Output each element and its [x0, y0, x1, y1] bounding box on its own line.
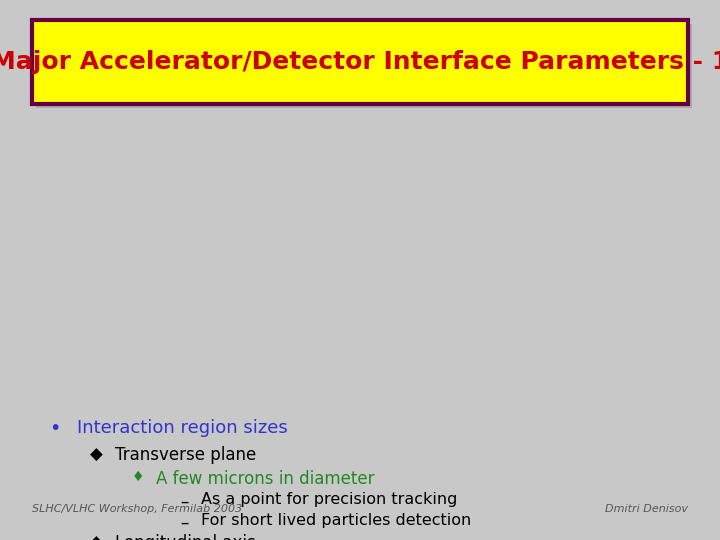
FancyBboxPatch shape: [35, 24, 692, 107]
Text: Interaction region sizes: Interaction region sizes: [76, 419, 287, 437]
Text: –: –: [180, 492, 189, 510]
Text: Transverse plane: Transverse plane: [114, 446, 256, 464]
Text: –: –: [180, 514, 189, 531]
Text: As a point for precision tracking: As a point for precision tracking: [201, 492, 457, 508]
Text: ♦: ♦: [132, 470, 145, 484]
Text: Major Accelerator/Detector Interface Parameters - 1: Major Accelerator/Detector Interface Par…: [0, 50, 720, 74]
Text: •: •: [49, 419, 60, 438]
Text: SLHC/VLHC Workshop, Fermilab 2003: SLHC/VLHC Workshop, Fermilab 2003: [32, 504, 242, 514]
Text: Longitudinal axis: Longitudinal axis: [114, 534, 256, 540]
Text: A few microns in diameter: A few microns in diameter: [156, 470, 374, 488]
Text: Dmitri Denisov: Dmitri Denisov: [606, 504, 688, 514]
Text: ◆: ◆: [91, 534, 103, 540]
Text: For short lived particles detection: For short lived particles detection: [201, 514, 472, 528]
Text: ◆: ◆: [91, 446, 103, 464]
FancyBboxPatch shape: [32, 21, 688, 104]
